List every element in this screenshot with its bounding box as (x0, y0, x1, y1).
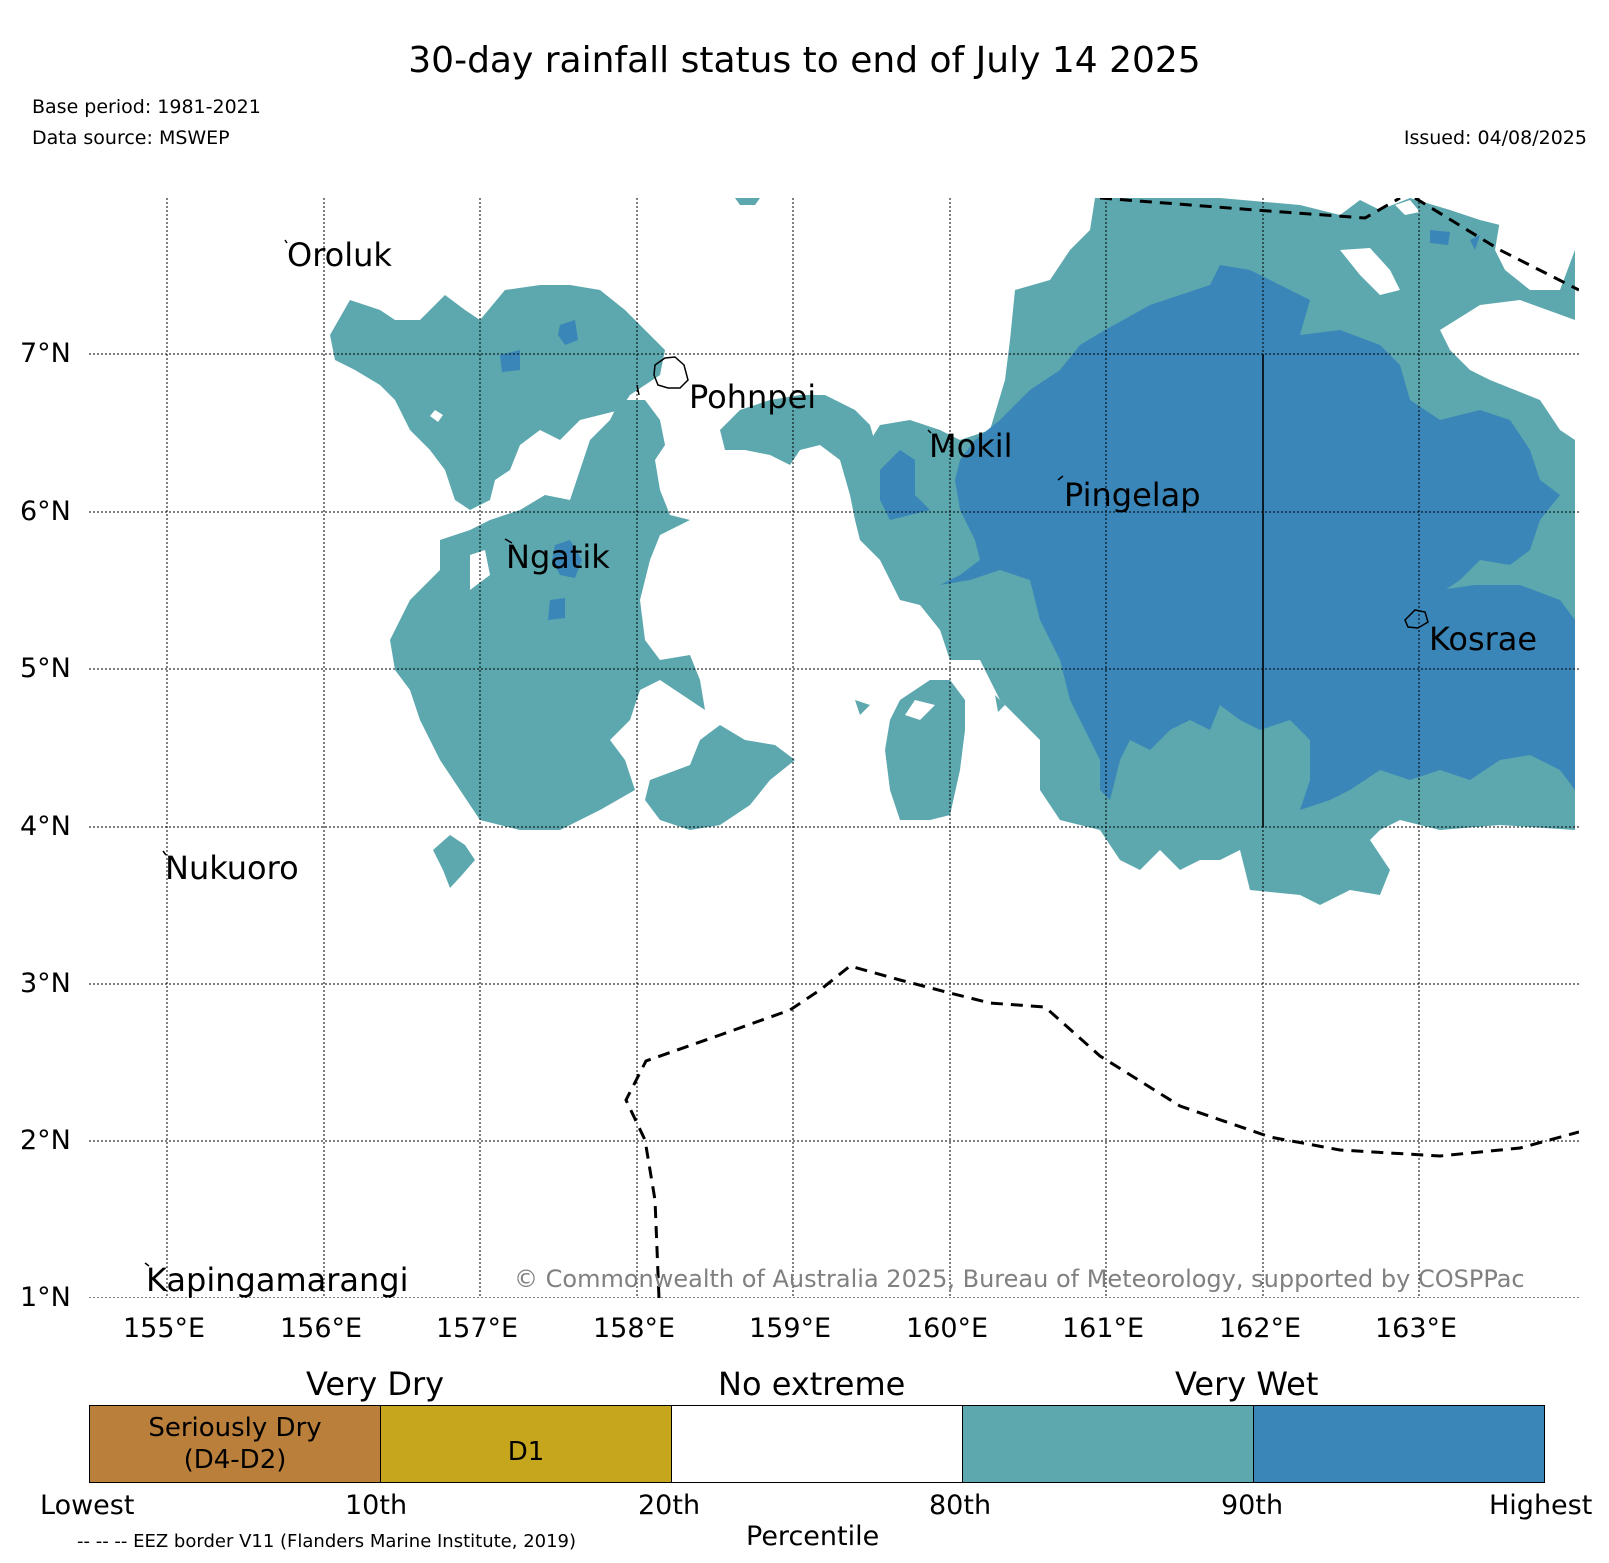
lat-label-3n: 3°N (20, 968, 71, 999)
legend-box-wet (963, 1406, 1254, 1482)
eez-border-note: -- -- -- EEZ border V11 (Flanders Marine… (77, 1531, 577, 1552)
legend-box-seriously-dry: Seriously Dry (D4-D2) (90, 1406, 381, 1482)
lat-label-4n: 4°N (20, 811, 71, 842)
legend-category-very-dry: Very Dry (306, 1365, 445, 1403)
legend-box-very-wet (1254, 1406, 1544, 1482)
place-kapingamarangi: Kapingamarangi (146, 1261, 409, 1299)
legend-box-label: D1 (507, 1437, 545, 1467)
kosrae-outline (1404, 609, 1429, 629)
pohnpei-outline (653, 356, 689, 389)
lat-label-5n: 5°N (20, 653, 71, 684)
place-pohnpei: Pohnpei (689, 378, 817, 416)
copyright-credit: © Commonwealth of Australia 2025, Bureau… (514, 1265, 1525, 1293)
lon-label-163e: 163°E (1375, 1313, 1458, 1344)
legend-box-d1: D1 (381, 1406, 672, 1482)
percentile-10th: 10th (345, 1490, 408, 1521)
place-mokil: Mokil (929, 427, 1013, 465)
percentile-axis-label: Percentile (746, 1521, 880, 1552)
lon-label-160e: 160°E (906, 1313, 989, 1344)
percentile-20th: 20th (638, 1490, 701, 1521)
place-nukuoro: Nukuoro (165, 849, 299, 887)
lon-label-161e: 161°E (1062, 1313, 1145, 1344)
legend-colorbar: Seriously Dry (D4-D2) D1 (89, 1405, 1545, 1483)
lon-label-162e: 162°E (1219, 1313, 1302, 1344)
lat-label-1n: 1°N (20, 1282, 71, 1313)
place-oroluk: Oroluk (287, 236, 392, 274)
place-pingelap: Pingelap (1064, 476, 1201, 514)
issued-date: Issued: 04/08/2025 (1403, 127, 1587, 149)
lat-label-7n: 7°N (20, 338, 71, 369)
lon-label-155e: 155°E (123, 1313, 206, 1344)
percentile-90th: 90th (1221, 1490, 1284, 1521)
no-extreme-holes (430, 200, 1575, 720)
percentile-lowest: Lowest (40, 1490, 135, 1521)
very-wet-regions (500, 230, 1575, 810)
lon-label-158e: 158°E (593, 1313, 676, 1344)
legend-box-label: (D4-D2) (183, 1445, 287, 1475)
percentile-highest: Highest (1489, 1490, 1593, 1521)
place-ngatik: Ngatik (506, 538, 610, 576)
legend-category-no-extreme: No extreme (718, 1365, 906, 1403)
map-title: 30-day rainfall status to end of July 14… (408, 40, 1201, 81)
lon-label-157e: 157°E (436, 1313, 519, 1344)
percentile-80th: 80th (929, 1490, 992, 1521)
base-period: Base period: 1981-2021 (32, 96, 261, 118)
lat-label-2n: 2°N (20, 1125, 71, 1156)
legend-box-label: Seriously Dry (148, 1413, 322, 1443)
island-outlines (144, 239, 1429, 1267)
eez-border (624, 198, 1579, 1298)
legend-box-no-extreme (672, 1406, 963, 1482)
lon-label-156e: 156°E (280, 1313, 363, 1344)
data-source: Data source: MSWEP (32, 127, 230, 149)
place-kosrae: Kosrae (1429, 620, 1538, 658)
lat-label-6n: 6°N (20, 496, 71, 527)
lon-label-159e: 159°E (749, 1313, 832, 1344)
legend-category-very-wet: Very Wet (1175, 1365, 1319, 1403)
